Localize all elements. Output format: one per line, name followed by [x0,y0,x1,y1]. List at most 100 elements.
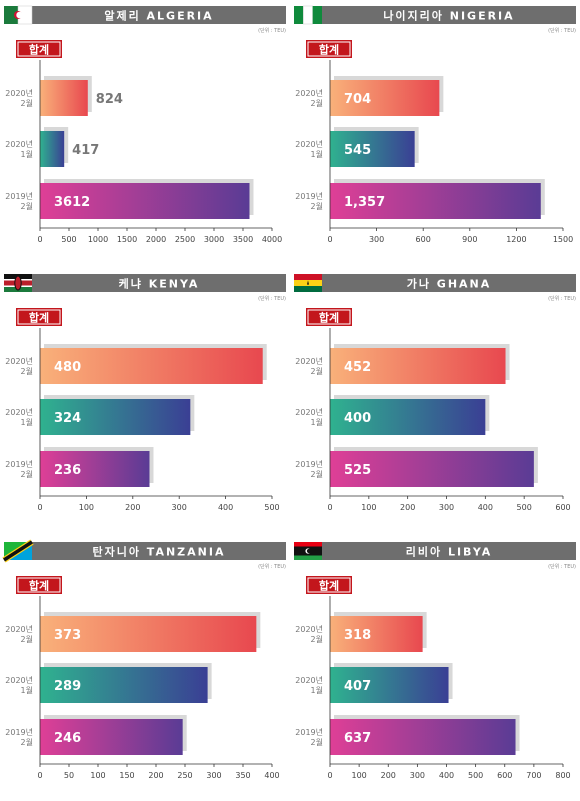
category-label: 2020년 1월 [5,675,33,695]
x-tick-label: 500 [517,503,532,512]
badge-label: 합계 [29,43,49,57]
bar [330,667,449,703]
bar [330,80,440,116]
bar [330,451,534,487]
country-header-bar [322,6,576,24]
x-tick-label: 1000 [88,235,108,244]
badge-label: 합계 [319,579,339,593]
x-tick-label: 1200 [506,235,526,244]
x-tick-label: 800 [555,771,570,780]
badge-label: 합계 [319,43,339,57]
bar [40,667,208,703]
x-tick-label: 600 [497,771,512,780]
kenya-flag-icon [4,274,32,292]
bar [40,348,263,384]
bar [40,616,257,652]
x-tick-label: 150 [119,771,134,780]
category-label: 2020년 2월 [5,356,33,376]
tanzania-flag-icon [2,539,34,563]
bar [40,183,250,219]
x-tick-label: 200 [400,503,415,512]
category-label: 2020년 2월 [5,88,33,108]
country-title: 알제리 ALGERIA [104,9,213,23]
nigeria-flag-icon [294,5,322,25]
x-tick-label: 350 [235,771,250,780]
x-tick-label: 400 [264,771,279,780]
chart-svg: 알제리 ALGERIA (단위 : TEU) 합계 2020년 2월 2020년 1월 201… [4,5,286,244]
bar [330,348,506,384]
x-tick-label: 0 [327,235,332,244]
bar [40,719,183,755]
category-label: 2020년 1월 [5,139,33,159]
x-tick-label: 50 [64,771,74,780]
category-label: 2019년 2월 [295,459,323,479]
chart-panel-ghana: 가나 GHANA (단위 : TEU) 합계 2020년 2월 2020년 1월 2019년 2… [290,268,580,533]
total-badge: 합계 [306,576,352,594]
category-label: 2020년 1월 [295,675,323,695]
x-tick-label: 500 [264,503,279,512]
value-label: 452 [344,360,371,375]
country-header-bar [322,542,576,560]
ghana-flag-icon [294,274,322,292]
chart-panel-nigeria: 나이지리아 NIGERIA (단위 : TEU) 합계 2020년 2월 2020년 1월 2… [290,0,580,265]
x-tick-label: 100 [351,771,366,780]
value-label: 3612 [54,195,90,210]
x-tick-label: 3000 [204,235,224,244]
libya-flag-icon [294,542,322,560]
total-badge: 합계 [16,576,62,594]
bar [330,616,423,652]
x-tick-label: 300 [439,503,454,512]
x-tick-label: 0 [37,771,42,780]
x-tick-label: 300 [410,771,425,780]
country-title: 리비아 LIBYA [406,545,493,559]
country-header-bar [32,6,286,24]
x-tick-label: 1500 [553,235,573,244]
unit-label: (단위 : TEU) [548,295,576,302]
category-label: 2019년 2월 [5,459,33,479]
value-label: 400 [344,411,371,426]
x-tick-label: 200 [381,771,396,780]
value-label: 545 [344,143,371,158]
x-tick-label: 3500 [233,235,253,244]
x-tick-label: 200 [125,503,140,512]
value-label: 246 [54,731,81,746]
x-tick-label: 0 [327,503,332,512]
chart-panel-algeria: 알제리 ALGERIA (단위 : TEU) 합계 2020년 2월 2020년 1월 201… [0,0,290,265]
value-label: 318 [344,628,371,643]
country-header-bar [322,274,576,292]
x-tick-label: 200 [148,771,163,780]
x-tick-label: 400 [218,503,233,512]
chart-panel-kenya: 케냐 KENYA (단위 : TEU) 합계 2020년 2월 2020년 1월 2019년 2… [0,268,290,533]
value-label: 289 [54,679,81,694]
value-label: 373 [54,628,81,643]
chart-svg: 나이지리아 NIGERIA (단위 : TEU) 합계 2020년 2월 2020년 1월 2… [294,5,576,244]
value-label: 480 [54,360,81,375]
x-tick-label: 300 [369,235,384,244]
algeria-flag-icon [4,5,33,25]
category-label: 2019년 2월 [295,727,323,747]
unit-label: (단위 : TEU) [258,27,286,34]
bar [40,399,191,435]
chart-svg: 가나 GHANA (단위 : TEU) 합계 2020년 2월 2020년 1월 2019년 2… [294,274,576,512]
bar [330,399,486,435]
x-tick-label: 100 [90,771,105,780]
badge-label: 합계 [319,311,339,325]
country-title: 탄자니아 TANZANIA [93,545,226,559]
x-tick-label: 700 [526,771,541,780]
x-tick-label: 2500 [175,235,195,244]
value-label: 824 [96,92,123,107]
category-label: 2019년 2월 [295,191,323,211]
country-header-bar [32,274,286,292]
value-label: 407 [344,679,371,694]
category-label: 2019년 2월 [5,191,33,211]
x-tick-label: 500 [61,235,76,244]
country-title: 케냐 KENYA [119,277,200,291]
x-tick-label: 100 [361,503,376,512]
x-tick-label: 0 [37,503,42,512]
x-tick-label: 600 [416,235,431,244]
value-label: 236 [54,463,81,478]
x-tick-label: 300 [206,771,221,780]
category-label: 2020년 2월 [295,624,323,644]
chart-svg: 탄자니아 TANZANIA (단위 : TEU) 합계 2020년 2월 2020년 1월 2… [2,539,286,780]
unit-label: (단위 : TEU) [548,27,576,34]
